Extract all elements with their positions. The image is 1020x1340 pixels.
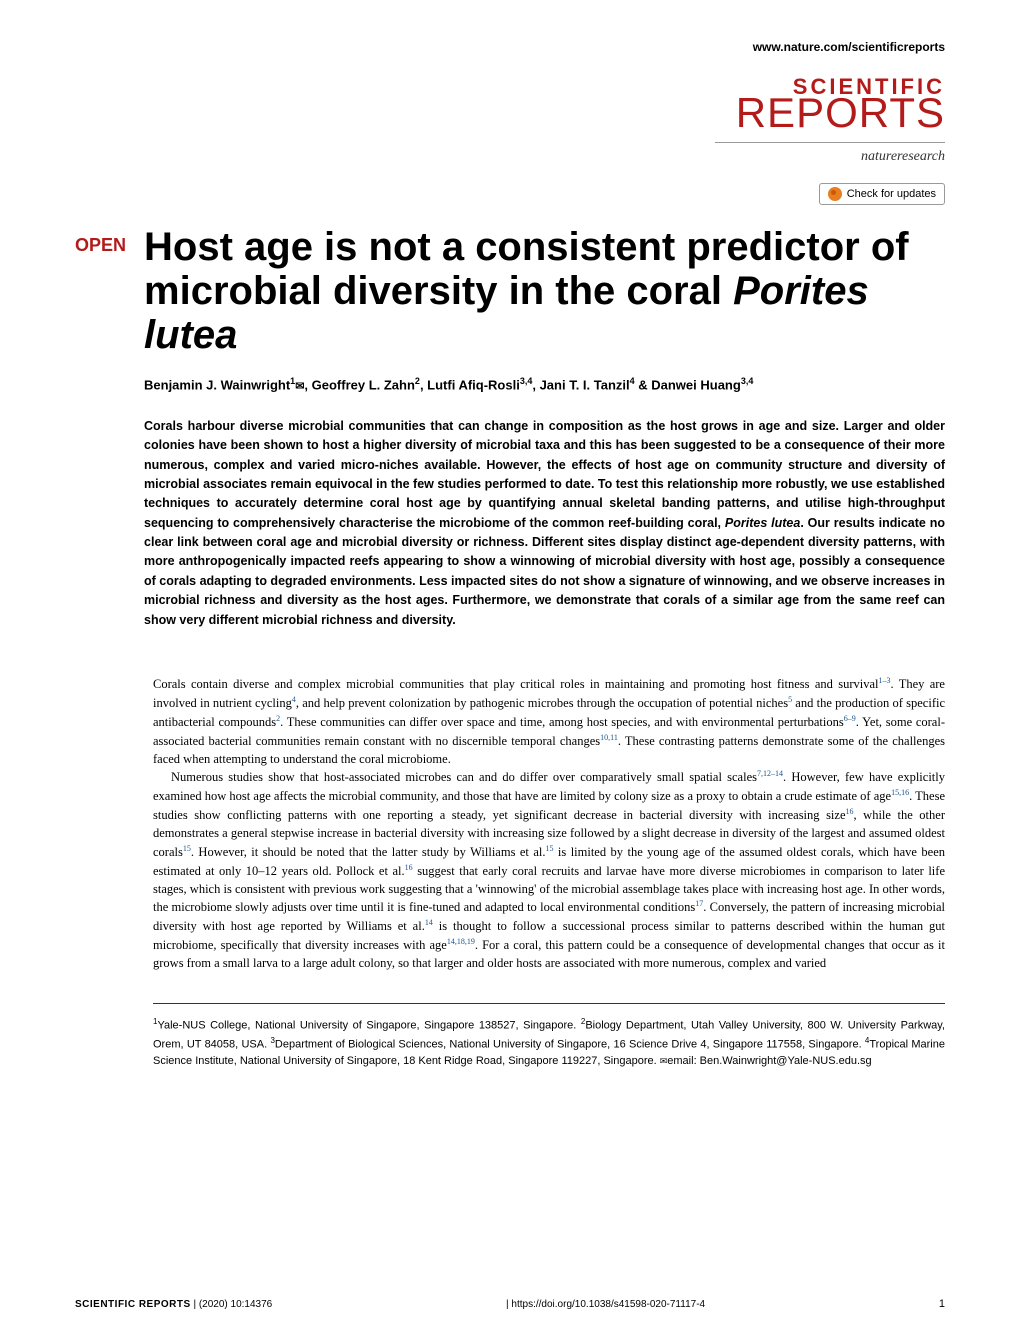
check-updates-label: Check for updates — [847, 188, 936, 200]
abstract: Corals harbour diverse microbial communi… — [144, 417, 945, 630]
footer-page: 1 — [939, 1298, 945, 1310]
body-p2: Numerous studies show that host-associat… — [153, 768, 945, 973]
check-updates-icon — [828, 187, 842, 201]
open-access-badge: OPEN — [75, 225, 126, 655]
publisher-label: natureresearch — [715, 142, 945, 165]
footer-doi: | https://doi.org/10.1038/s41598-020-711… — [506, 1299, 705, 1310]
check-updates-badge[interactable]: Check for updates — [819, 183, 945, 205]
footer-citation: (2020) 10:14376 — [199, 1299, 272, 1310]
check-updates-row: Check for updates — [75, 183, 945, 205]
page-footer: SCIENTIFIC REPORTS | (2020) 10:14376 | h… — [75, 1298, 945, 1310]
footer-journal: SCIENTIFIC REPORTS — [75, 1299, 191, 1310]
affiliations: 1Yale-NUS College, National University o… — [153, 1003, 945, 1070]
article-title: Host age is not a consistent predictor o… — [144, 225, 945, 357]
footer-left: SCIENTIFIC REPORTS | (2020) 10:14376 — [75, 1299, 272, 1310]
body-p1: Corals contain diverse and complex micro… — [153, 675, 945, 768]
header-url: www.nature.com/scientificreports — [75, 40, 945, 54]
article-header: OPEN Host age is not a consistent predic… — [75, 225, 945, 655]
journal-word2: REPORTS — [75, 92, 945, 134]
journal-logo: SCIENTIFIC REPORTS — [75, 74, 945, 134]
body-text: Corals contain diverse and complex micro… — [153, 675, 945, 973]
authors: Benjamin J. Wainwright1✉, Geoffrey L. Za… — [144, 375, 945, 395]
